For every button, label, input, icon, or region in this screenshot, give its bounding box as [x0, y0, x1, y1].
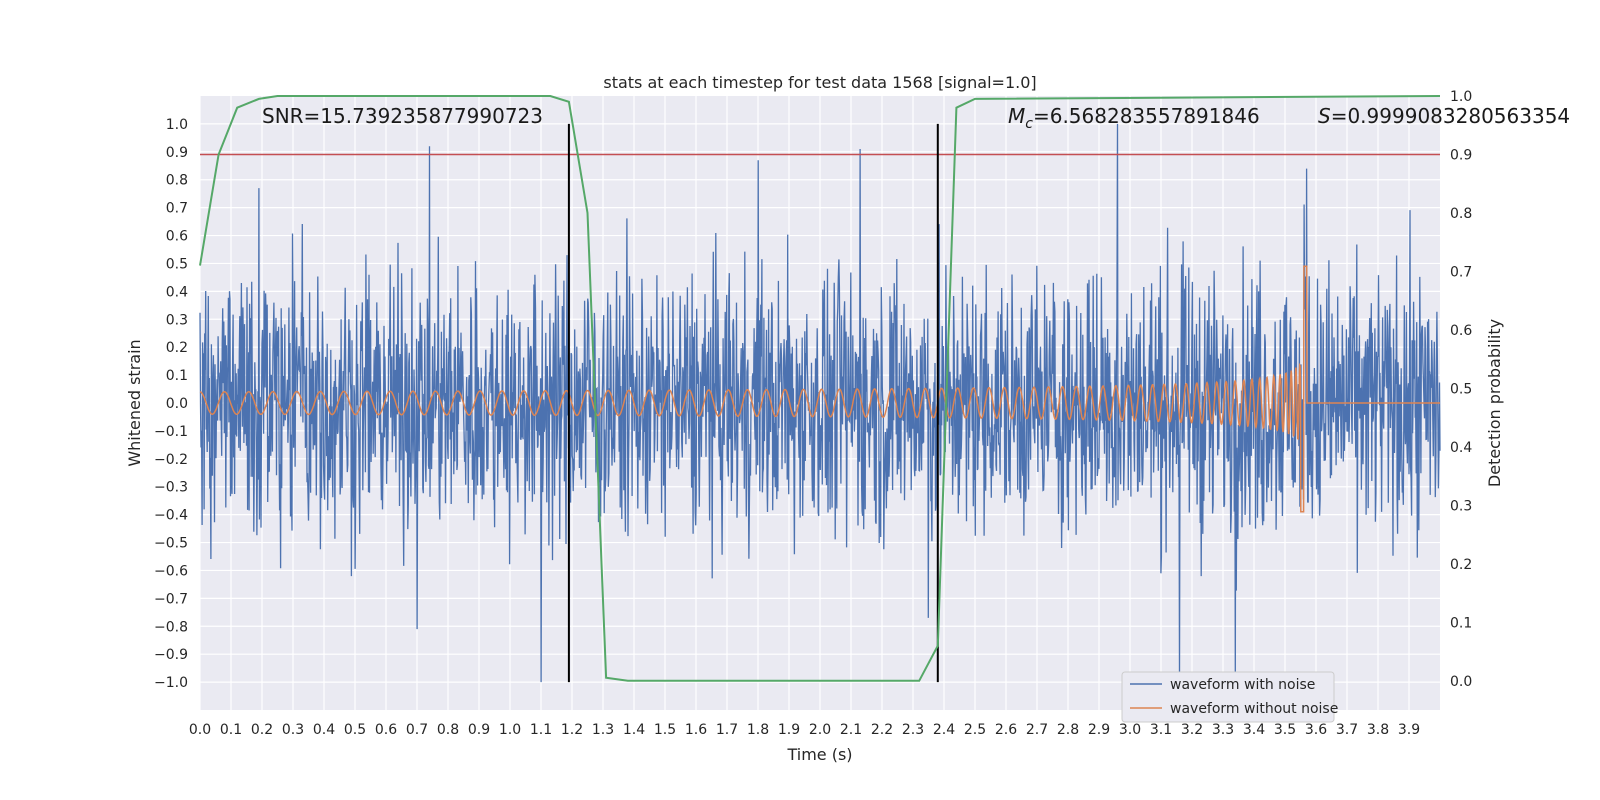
x-tick-label: 2.9 — [1088, 722, 1110, 738]
x-tick-label: 3.8 — [1367, 722, 1389, 738]
y-right-tick-label: 1.0 — [1450, 89, 1472, 105]
x-tick-label: 0.2 — [251, 722, 273, 738]
y-left-tick-label: −1.0 — [154, 675, 188, 691]
chirp-mass-symbol: M — [1008, 104, 1025, 128]
y-left-tick-label: 0.6 — [166, 229, 188, 245]
x-tick-label: 3.6 — [1305, 722, 1327, 738]
x-tick-label: 1.4 — [623, 722, 645, 738]
x-tick-label: 1.1 — [530, 722, 552, 738]
series-waveform-without-noise — [199, 265, 1440, 513]
y-right-tick-label: 0.3 — [1450, 498, 1472, 514]
chart-title: stats at each timestep for test data 156… — [603, 73, 1036, 92]
score-value: =0.9999083280563354 — [1331, 104, 1570, 128]
y-left-tick-label: −0.4 — [154, 508, 188, 524]
legend-box — [1121, 671, 1335, 723]
x-tick-label: 0.6 — [375, 722, 397, 738]
y-left-tick-label: 0.1 — [166, 368, 188, 384]
y-left-tick-labels: 1.0 0.9 0.8 0.7 0.6 0.5 0.4 0.3 0.2 0.1 0.0 −0.1 −0.… — [154, 117, 188, 691]
snr-annotation: SNR=15.739235877990723 — [262, 104, 543, 128]
y-left-tick-label: −0.9 — [154, 647, 188, 663]
y-left-tick-label: −0.2 — [154, 452, 188, 468]
x-tick-labels: 0.0 0.1 0.2 0.3 0.4 0.5 0.6 0.7 0.8 0.9 1.0 1.1 1.2 1… — [189, 722, 1420, 738]
y-axis-right-label: Detection probability — [1485, 319, 1504, 487]
x-tick-label: 1.2 — [561, 722, 583, 738]
x-tick-label: 0.1 — [220, 722, 242, 738]
y-right-tick-label: 0.6 — [1450, 323, 1472, 339]
y-right-tick-label: 0.7 — [1450, 264, 1472, 280]
y-left-tick-label: 0.5 — [166, 256, 188, 272]
series-detection-probability — [199, 95, 1441, 682]
x-tick-label: 3.4 — [1243, 722, 1265, 738]
x-tick-label: 3.7 — [1336, 722, 1358, 738]
y-left-tick-label: −0.8 — [154, 619, 188, 635]
x-tick-label: 2.6 — [995, 722, 1017, 738]
x-tick-label: 3.0 — [1119, 722, 1141, 738]
x-tick-label: 1.6 — [685, 722, 707, 738]
y-right-tick-label: 0.4 — [1450, 440, 1472, 456]
series-layer — [199, 123, 1441, 683]
x-tick-label: 3.3 — [1212, 722, 1234, 738]
x-tick-label: 2.1 — [840, 722, 862, 738]
x-tick-label: 0.5 — [344, 722, 366, 738]
x-tick-label: 3.9 — [1398, 722, 1420, 738]
chirp-mass-value: =6.568283557891846 — [1033, 104, 1260, 128]
x-tick-label: 3.5 — [1274, 722, 1296, 738]
y-left-tick-label: 0.9 — [166, 145, 188, 161]
x-tick-label: 3.1 — [1150, 722, 1172, 738]
overlay-layer — [199, 95, 1441, 683]
x-tick-label: 2.2 — [871, 722, 893, 738]
x-tick-label: 1.8 — [747, 722, 769, 738]
x-tick-label: 0.8 — [437, 722, 459, 738]
x-axis-label: Time (s) — [786, 745, 852, 764]
y-left-tick-label: 0.3 — [166, 312, 188, 328]
y-right-tick-label: 0.1 — [1450, 615, 1472, 631]
x-tick-label: 2.8 — [1057, 722, 1079, 738]
y-left-tick-label: 0.7 — [166, 201, 188, 217]
x-tick-label: 1.9 — [778, 722, 800, 738]
y-axis-left-label: Whitened strain — [125, 339, 144, 466]
chirp-mass-subscript: c — [1025, 116, 1033, 132]
y-left-tick-label: −0.3 — [154, 480, 188, 496]
y-left-tick-label: 0.4 — [166, 284, 188, 300]
x-tick-label: 0.3 — [282, 722, 304, 738]
x-tick-label: 1.5 — [654, 722, 676, 738]
y-left-tick-label: 0.2 — [166, 340, 188, 356]
x-tick-label: 2.7 — [1026, 722, 1048, 738]
x-tick-label: 2.4 — [933, 722, 955, 738]
x-tick-label: 0.9 — [468, 722, 490, 738]
x-tick-label: 0.0 — [189, 722, 211, 738]
legend-label-noise: waveform with noise — [1170, 677, 1315, 693]
x-tick-label: 3.2 — [1181, 722, 1203, 738]
x-tick-label: 2.0 — [809, 722, 831, 738]
y-left-tick-label: −0.6 — [154, 563, 188, 579]
y-left-tick-label: 0.8 — [166, 173, 188, 189]
y-left-tick-label: −0.1 — [154, 424, 188, 440]
x-tick-label: 2.3 — [902, 722, 924, 738]
chirp-mass-annotation: Mc=6.568283557891846 — [1008, 104, 1260, 132]
y-right-tick-label: 0.2 — [1450, 557, 1472, 573]
y-right-tick-label: 0.9 — [1450, 147, 1472, 163]
x-tick-label: 1.0 — [499, 722, 521, 738]
y-left-tick-label: 1.0 — [166, 117, 188, 133]
y-right-tick-label: 0.0 — [1450, 674, 1472, 690]
x-tick-label: 1.3 — [592, 722, 614, 738]
score-symbol: S — [1318, 104, 1331, 128]
y-right-tick-labels: 1.0 0.9 0.8 0.7 0.6 0.5 0.4 0.3 0.2 0.1 0.0 — [1450, 89, 1472, 690]
legend: waveform with noise waveform without noi… — [1121, 671, 1338, 723]
legend-label-clean: waveform without noise — [1170, 701, 1338, 717]
y-right-tick-label: 0.8 — [1450, 206, 1472, 222]
y-left-tick-label: −0.7 — [154, 591, 188, 607]
score-annotation: S=0.9999083280563354 — [1318, 104, 1570, 128]
x-tick-label: 0.7 — [406, 722, 428, 738]
x-tick-label: 1.7 — [716, 722, 738, 738]
y-right-tick-label: 0.5 — [1450, 381, 1472, 397]
y-left-tick-label: −0.5 — [154, 536, 188, 552]
x-tick-label: 2.5 — [964, 722, 986, 738]
y-left-tick-label: 0.0 — [166, 396, 188, 412]
x-tick-label: 0.4 — [313, 722, 335, 738]
